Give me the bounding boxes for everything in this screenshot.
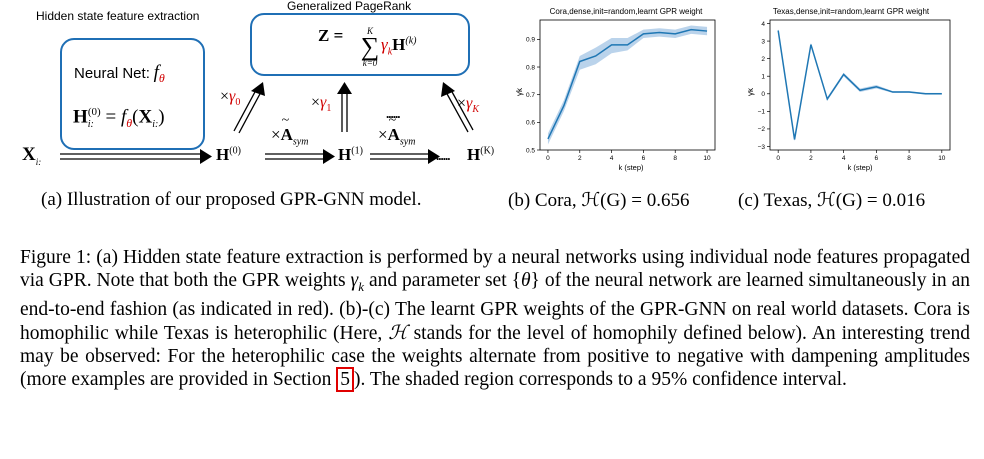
y-axis-label: γk	[748, 87, 755, 96]
x-tick-label: 6	[875, 155, 879, 162]
sum-symbol: K ∑ k=0	[360, 26, 380, 69]
h0-node: H(0)	[216, 145, 241, 164]
x-tick-label: 8	[673, 155, 677, 162]
gpr-box	[250, 13, 470, 76]
section-ref-link[interactable]: 5	[336, 366, 354, 392]
x-input-node: Xi:	[22, 144, 42, 167]
x-tick-label: 6	[642, 155, 646, 162]
gamma0-label: ×γ0	[220, 88, 241, 109]
y-tick-label: −3	[758, 144, 766, 151]
x-tick-label: 2	[578, 155, 582, 162]
chart-cora: Cora,dense,init=random,learnt GPR weight…	[515, 7, 716, 172]
y-tick-label: 4	[761, 21, 765, 28]
y-tick-label: 0.5	[526, 147, 535, 154]
confidence-band	[778, 28, 942, 142]
y-axis-label: γk	[515, 87, 524, 96]
plot-frame	[769, 19, 951, 151]
y-tick-label: −1	[758, 109, 766, 116]
y-tick-label: 0.9	[526, 37, 535, 44]
subcaption-c: (c) Texas, ℋ(G) = 0.016	[738, 190, 926, 211]
y-tick-label: 3	[761, 38, 765, 45]
x-axis-label: k (step)	[847, 163, 873, 172]
z-equation: Z =	[318, 26, 344, 45]
hk-node: H(K)	[467, 145, 495, 164]
y-tick-label: 1	[761, 74, 765, 81]
gammaK-label: ×γK	[457, 95, 480, 116]
x-tick-label: 4	[842, 155, 846, 162]
y-tick-label: 0	[761, 91, 765, 98]
y-tick-label: 0.8	[526, 64, 535, 71]
neural-net-box	[60, 38, 205, 150]
series-line	[777, 30, 942, 140]
confidence-band	[547, 25, 708, 145]
y-tick-label: −2	[758, 126, 766, 133]
gamma-h-term: γkH(k)	[381, 35, 417, 58]
x-tick-label: 4	[610, 155, 614, 162]
series-line	[547, 28, 708, 140]
subcaption-a: (a) Illustration of our proposed GPR-GNN…	[41, 189, 422, 210]
y-tick-label: 0.6	[526, 120, 535, 127]
dots-top: ......	[386, 106, 400, 121]
neural-net-label: Neural Net: fθ	[74, 62, 165, 85]
a-sym-label-1: ×A ~ sym	[271, 113, 309, 148]
chart-title: Texas,dense,init=random,learnt GPR weigh…	[773, 7, 930, 16]
x-tick-label: 8	[907, 155, 911, 162]
subcaption-b: (b) Cora, ℋ(G) = 0.656	[508, 190, 690, 211]
x-tick-label: 10	[938, 155, 946, 162]
h0-equation: Hi:(0) = fθ(Xi:)	[73, 106, 165, 131]
diagram-arrows	[60, 82, 474, 164]
dots-mid: ......	[436, 148, 450, 163]
a-sym-label-2: ×A ~ sym	[378, 113, 416, 148]
figure-caption: Figure 1: (a) Hidden state feature extra…	[20, 247, 971, 392]
gpr-label: Generalized PageRank	[287, 0, 412, 13]
gamma1-label: ×γ1	[311, 94, 332, 115]
x-axis-label: k (step)	[618, 163, 644, 172]
y-tick-label: 0.7	[526, 92, 535, 99]
chart-title: Cora,dense,init=random,learnt GPR weight	[550, 7, 704, 16]
x-tick-label: 10	[703, 155, 711, 162]
y-tick-label: 2	[761, 56, 765, 63]
x-tick-label: 2	[809, 155, 813, 162]
plot-frame	[539, 19, 716, 151]
h1-node: H(1)	[338, 145, 363, 164]
x-tick-label: 0	[776, 155, 780, 162]
hidden-state-label: Hidden state feature extraction	[36, 9, 200, 23]
chart-texas: Texas,dense,init=random,learnt GPR weigh…	[748, 7, 951, 172]
x-tick-label: 0	[546, 155, 550, 162]
